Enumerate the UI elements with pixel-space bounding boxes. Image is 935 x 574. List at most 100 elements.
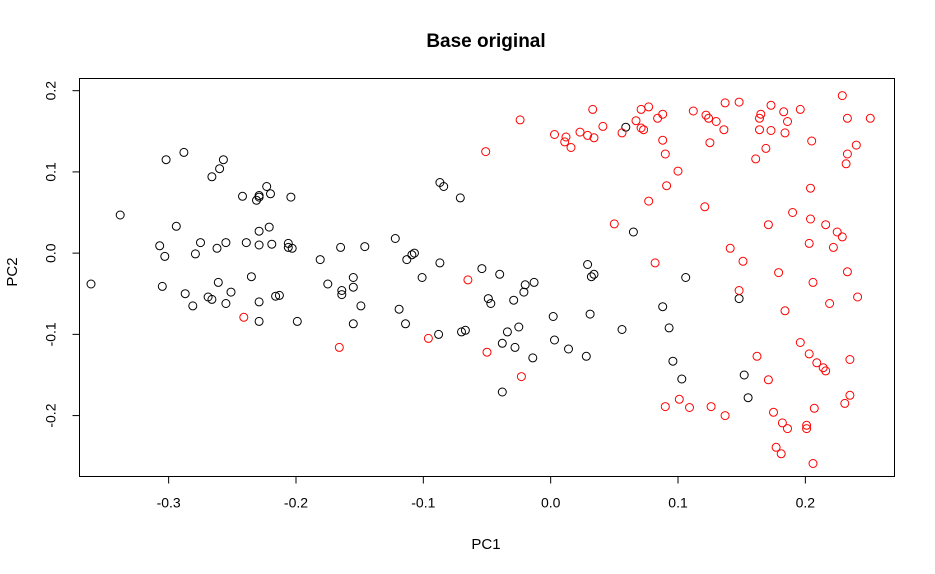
data-point	[706, 402, 716, 412]
data-point	[776, 449, 786, 459]
data-point	[179, 147, 189, 157]
data-point	[853, 292, 863, 302]
data-point	[711, 117, 721, 126]
data-point	[575, 127, 585, 137]
data-point	[550, 335, 559, 345]
data-point	[481, 147, 491, 157]
data-point	[658, 109, 668, 119]
data-point	[207, 294, 217, 304]
data-point	[720, 411, 730, 421]
data-point	[241, 238, 251, 248]
data-point	[609, 219, 619, 229]
data-point	[509, 295, 519, 305]
data-point	[434, 329, 444, 339]
data-point	[837, 232, 847, 242]
data-point	[842, 113, 852, 123]
data-point	[664, 323, 674, 333]
data-point	[262, 182, 272, 191]
data-point	[115, 210, 125, 220]
x-tick-label: 0.0	[541, 495, 561, 511]
data-point	[658, 135, 668, 145]
data-point	[739, 370, 749, 380]
data-point	[705, 138, 715, 148]
data-point	[486, 299, 496, 308]
data-point	[561, 132, 571, 142]
data-point	[528, 353, 538, 363]
data-point	[360, 242, 370, 252]
data-point	[636, 123, 646, 133]
data-point	[840, 398, 850, 408]
data-point	[455, 193, 465, 203]
data-point	[246, 272, 256, 282]
data-point	[681, 273, 691, 282]
data-point	[755, 113, 764, 123]
data-point	[802, 420, 812, 430]
data-point	[774, 268, 784, 278]
data-point	[286, 192, 296, 202]
data-point	[673, 166, 683, 176]
data-point	[271, 291, 281, 301]
data-point	[336, 242, 346, 252]
data-point	[751, 154, 761, 164]
data-point	[851, 140, 861, 150]
data-point	[621, 122, 631, 132]
data-point	[207, 172, 217, 182]
data-point	[435, 258, 445, 268]
data-point	[417, 273, 427, 282]
data-point	[390, 234, 400, 243]
data-point	[779, 107, 789, 117]
data-point	[818, 363, 828, 373]
x-tick-label: -0.3	[157, 495, 181, 511]
data-point	[631, 116, 641, 126]
data-point	[825, 299, 835, 308]
data-point	[583, 260, 593, 269]
data-point	[808, 459, 818, 468]
data-point	[323, 279, 333, 289]
plot-frame	[79, 78, 895, 477]
data-point	[809, 403, 819, 413]
data-point	[356, 301, 366, 311]
data-point	[795, 104, 805, 114]
data-point	[660, 402, 670, 412]
data-point	[213, 277, 223, 287]
data-point	[254, 192, 264, 202]
data-point	[628, 227, 638, 237]
data-point	[821, 366, 831, 376]
data-point	[636, 104, 646, 114]
data-point	[171, 221, 181, 231]
x-axis-label: PC1	[471, 536, 500, 553]
x-tick-label: 0.2	[796, 495, 816, 511]
data-point	[264, 222, 274, 232]
data-point	[658, 302, 668, 312]
data-point	[218, 155, 228, 165]
data-point	[755, 125, 764, 135]
x-tick-label: 0.1	[668, 495, 688, 511]
data-point	[315, 255, 325, 265]
data-point	[583, 130, 593, 140]
data-point	[720, 98, 730, 108]
data-point	[807, 136, 817, 146]
data-point	[734, 294, 744, 304]
data-point	[660, 149, 670, 159]
data-point	[752, 351, 762, 361]
x-axis: -0.3 -0.2 -0.1 0.0 0.1 0.2	[157, 476, 816, 511]
data-point	[274, 290, 284, 300]
data-point	[254, 240, 264, 250]
data-point	[348, 273, 358, 282]
data-point	[719, 125, 729, 135]
data-point	[668, 356, 678, 366]
data-point	[550, 130, 559, 139]
data-point	[585, 309, 595, 319]
data-point	[700, 202, 710, 212]
data-point	[254, 297, 264, 307]
data-point	[598, 121, 608, 131]
data-point	[842, 267, 852, 277]
data-point	[221, 299, 231, 308]
data-point	[401, 319, 410, 329]
data-point	[548, 312, 558, 321]
data-point	[348, 282, 358, 292]
data-point	[515, 115, 525, 125]
data-point	[821, 220, 831, 230]
data-point	[239, 312, 249, 322]
